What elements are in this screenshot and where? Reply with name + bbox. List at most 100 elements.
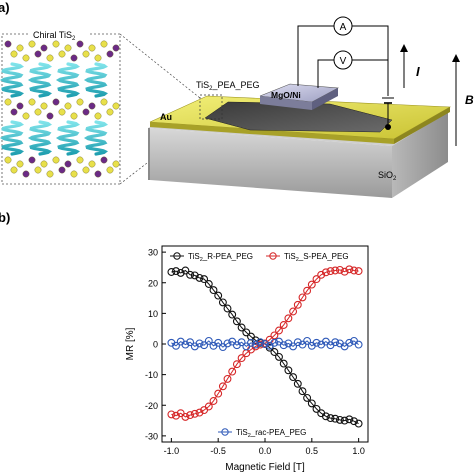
atom	[34, 166, 42, 174]
y-tick-label: -10	[145, 370, 158, 380]
helix	[0, 120, 25, 156]
data-point	[204, 402, 213, 411]
data-point	[167, 410, 176, 419]
data-point	[214, 291, 223, 300]
voltmeter: V	[333, 50, 353, 70]
data-point	[270, 331, 279, 340]
atom	[16, 160, 24, 168]
atom	[4, 156, 12, 164]
data-point	[335, 415, 344, 424]
atom	[4, 98, 12, 106]
data-point	[214, 338, 223, 347]
data-point	[223, 304, 232, 313]
helix	[55, 62, 81, 98]
data-point	[354, 267, 363, 276]
data-point	[218, 382, 227, 391]
mgo-ni-electrode	[259, 83, 340, 110]
flake-highlight-box	[199, 94, 223, 120]
y-tick-label: 10	[148, 309, 158, 319]
data-point	[186, 338, 195, 347]
data-point	[317, 270, 326, 279]
data-point	[350, 417, 358, 426]
atom	[94, 170, 102, 178]
atom	[88, 102, 96, 110]
y-tick-label: 20	[148, 278, 158, 288]
atom	[70, 170, 78, 178]
x-tick-label: -0.5	[210, 446, 226, 456]
data-point	[214, 389, 223, 398]
panel-b-mr-chart: b) -30 -20 -10 0 10 20 30 -1.0 -0.5 0.0 0.5 1.0 Ti…	[0, 210, 369, 473]
atom	[112, 102, 120, 110]
data-point	[256, 338, 265, 347]
data-point	[279, 321, 288, 329]
data-point	[167, 268, 176, 276]
x-tick-label: 0.5	[306, 446, 319, 456]
tis2-atomic-layers	[4, 40, 120, 178]
data-point	[270, 338, 279, 347]
atom	[64, 102, 72, 110]
data-point	[228, 367, 237, 376]
atom	[52, 40, 60, 48]
ammeter-symbol: A	[340, 22, 347, 33]
data-point	[275, 352, 283, 361]
atom	[4, 40, 12, 48]
legend-top: TiS2_R-PEA_PEG TiS2_S-PEA_PEG	[170, 252, 349, 263]
data-point	[200, 275, 209, 284]
atom	[10, 108, 18, 116]
inset-title-backdrop	[28, 30, 90, 40]
data-point	[181, 266, 190, 275]
helix	[0, 62, 25, 98]
data-point	[345, 338, 354, 347]
data-point	[312, 338, 321, 347]
data-point	[251, 340, 260, 349]
atom	[10, 166, 18, 174]
data-point	[237, 323, 246, 332]
legend-r-label: TiS2_R-PEA_PEG	[188, 252, 253, 263]
data-point	[354, 340, 363, 349]
atom	[16, 102, 24, 110]
helix	[27, 120, 53, 156]
data-point	[204, 336, 213, 345]
data-point	[321, 412, 330, 421]
x-tick-label: 0.0	[259, 446, 272, 456]
data-point	[340, 267, 349, 276]
data-point	[190, 271, 199, 280]
data-point	[284, 314, 293, 323]
data-point	[312, 404, 321, 413]
data-point	[270, 348, 279, 356]
atom	[34, 108, 42, 116]
ammeter: A	[333, 16, 353, 36]
data-point	[335, 265, 344, 274]
atom	[28, 156, 36, 164]
atom	[16, 44, 24, 52]
data-point	[326, 267, 335, 276]
substrate-label: SiO2	[378, 170, 397, 182]
atom	[70, 54, 78, 62]
data-point	[279, 359, 288, 368]
atom	[82, 166, 90, 174]
atom	[82, 50, 90, 58]
atom	[52, 98, 60, 106]
data-point	[303, 393, 312, 402]
atom	[100, 98, 108, 106]
measurement-circuit	[297, 25, 394, 124]
data-point	[195, 339, 204, 348]
y-tick-label: 0	[153, 340, 158, 350]
legend-r-marker	[173, 252, 181, 260]
data-point	[218, 298, 227, 307]
atom	[112, 160, 120, 168]
helix	[55, 120, 81, 156]
data-point	[228, 310, 237, 319]
panel-a-device-schematic: a) Chiral TiS2 SiO2 Au	[0, 0, 474, 198]
panel-b-label: b)	[0, 210, 10, 225]
atom	[46, 54, 54, 62]
data-point	[350, 266, 358, 275]
atom	[88, 160, 96, 168]
data-point	[181, 412, 190, 421]
legend-bottom: TiS2_rac-PEA_PEG	[218, 428, 306, 439]
data-point	[303, 286, 312, 295]
data-point	[242, 328, 251, 337]
inset-title: Chiral TiS2	[33, 30, 76, 42]
data-point	[331, 266, 340, 275]
data-point	[289, 373, 298, 382]
